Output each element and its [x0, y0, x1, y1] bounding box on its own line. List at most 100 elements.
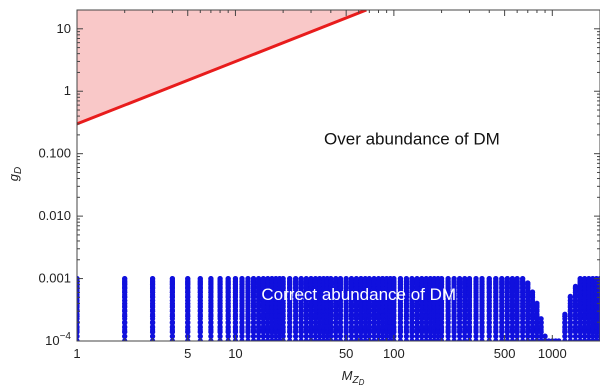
data-point: [269, 319, 275, 325]
data-point: [260, 300, 266, 307]
data-point: [479, 294, 485, 300]
data-point: [298, 319, 304, 325]
data-point: [479, 329, 485, 335]
data-point: [303, 338, 309, 341]
data-point: [317, 294, 323, 300]
data-point: [391, 313, 397, 319]
data-point: [287, 338, 293, 341]
data-point: [391, 329, 397, 335]
data-point: [348, 324, 355, 330]
data-point: [169, 289, 175, 296]
data-point: [479, 300, 485, 307]
data-point: [371, 313, 377, 319]
data-point: [293, 313, 299, 319]
data-point: [225, 304, 231, 310]
data-point: [419, 313, 425, 319]
data-point: [245, 289, 251, 296]
data-point: [280, 285, 286, 291]
data-point: [280, 319, 286, 325]
data-point: [239, 313, 245, 319]
data-point: [245, 338, 251, 341]
data-point: [260, 285, 266, 291]
data-point: [542, 333, 548, 339]
data-point: [122, 304, 128, 310]
data-point: [337, 324, 344, 330]
data-point: [280, 324, 286, 330]
data-point: [445, 313, 451, 319]
data-point: [366, 304, 372, 310]
data-point: [362, 338, 368, 341]
data-point: [208, 278, 214, 285]
data-point: [317, 313, 323, 319]
data-point: [358, 319, 364, 325]
data-point: [287, 300, 293, 307]
data-point: [504, 313, 510, 319]
data-point: [509, 313, 516, 319]
data-point: [529, 313, 536, 319]
data-point: [255, 294, 262, 300]
data-point: [293, 319, 299, 325]
data-point: [317, 319, 323, 325]
data-point: [317, 308, 323, 314]
data-point: [255, 319, 262, 325]
data-point: [250, 308, 257, 314]
data-point: [269, 338, 275, 341]
data-point: [499, 300, 505, 307]
data-point: [366, 300, 372, 307]
data-point: [358, 294, 364, 300]
data-point: [499, 313, 505, 319]
data-point: [149, 304, 156, 310]
data-point: [169, 308, 175, 314]
data-point: [287, 324, 293, 330]
data-point: [366, 319, 372, 325]
x-axis-title: MZD: [342, 368, 365, 387]
data-point: [149, 324, 156, 330]
data-point: [317, 324, 323, 330]
data-point: [239, 338, 245, 341]
data-point: [77, 324, 80, 330]
data-point: [260, 319, 266, 325]
data-point: [462, 300, 468, 307]
data-point: [287, 294, 293, 300]
data-point: [462, 313, 468, 319]
data-point: [298, 304, 304, 310]
y-tick-label: 0.100: [38, 146, 71, 161]
data-point: [499, 294, 505, 300]
data-point: [486, 313, 492, 319]
x-tick-label: 100: [383, 346, 405, 361]
data-point: [473, 319, 479, 325]
data-point: [529, 289, 536, 296]
data-point: [348, 289, 355, 296]
data-point: [366, 278, 372, 285]
data-point: [260, 308, 266, 314]
data-point: [122, 289, 128, 296]
data-point: [358, 313, 364, 319]
data-point: [293, 329, 299, 335]
data-point: [250, 324, 257, 330]
data-point: [232, 300, 239, 307]
data-point: [169, 285, 175, 291]
data-point: [493, 329, 499, 335]
data-point: [255, 278, 262, 285]
data-point: [232, 308, 239, 314]
data-point: [362, 304, 368, 310]
data-point: [312, 329, 319, 335]
data-point: [225, 319, 231, 325]
data-point: [358, 308, 364, 314]
data-point: [169, 333, 175, 339]
data-point: [514, 329, 520, 335]
data-point: [348, 338, 355, 341]
data-point: [445, 278, 451, 285]
data-point: [445, 319, 451, 325]
data-point: [269, 304, 275, 310]
data-point: [362, 289, 368, 296]
data-point: [225, 285, 231, 291]
data-point: [149, 285, 156, 291]
data-point: [298, 313, 304, 319]
data-point: [239, 333, 245, 339]
data-point: [303, 333, 309, 339]
data-point: [572, 285, 579, 291]
data-point: [419, 278, 425, 285]
data-point: [358, 289, 364, 296]
data-point: [303, 304, 309, 310]
